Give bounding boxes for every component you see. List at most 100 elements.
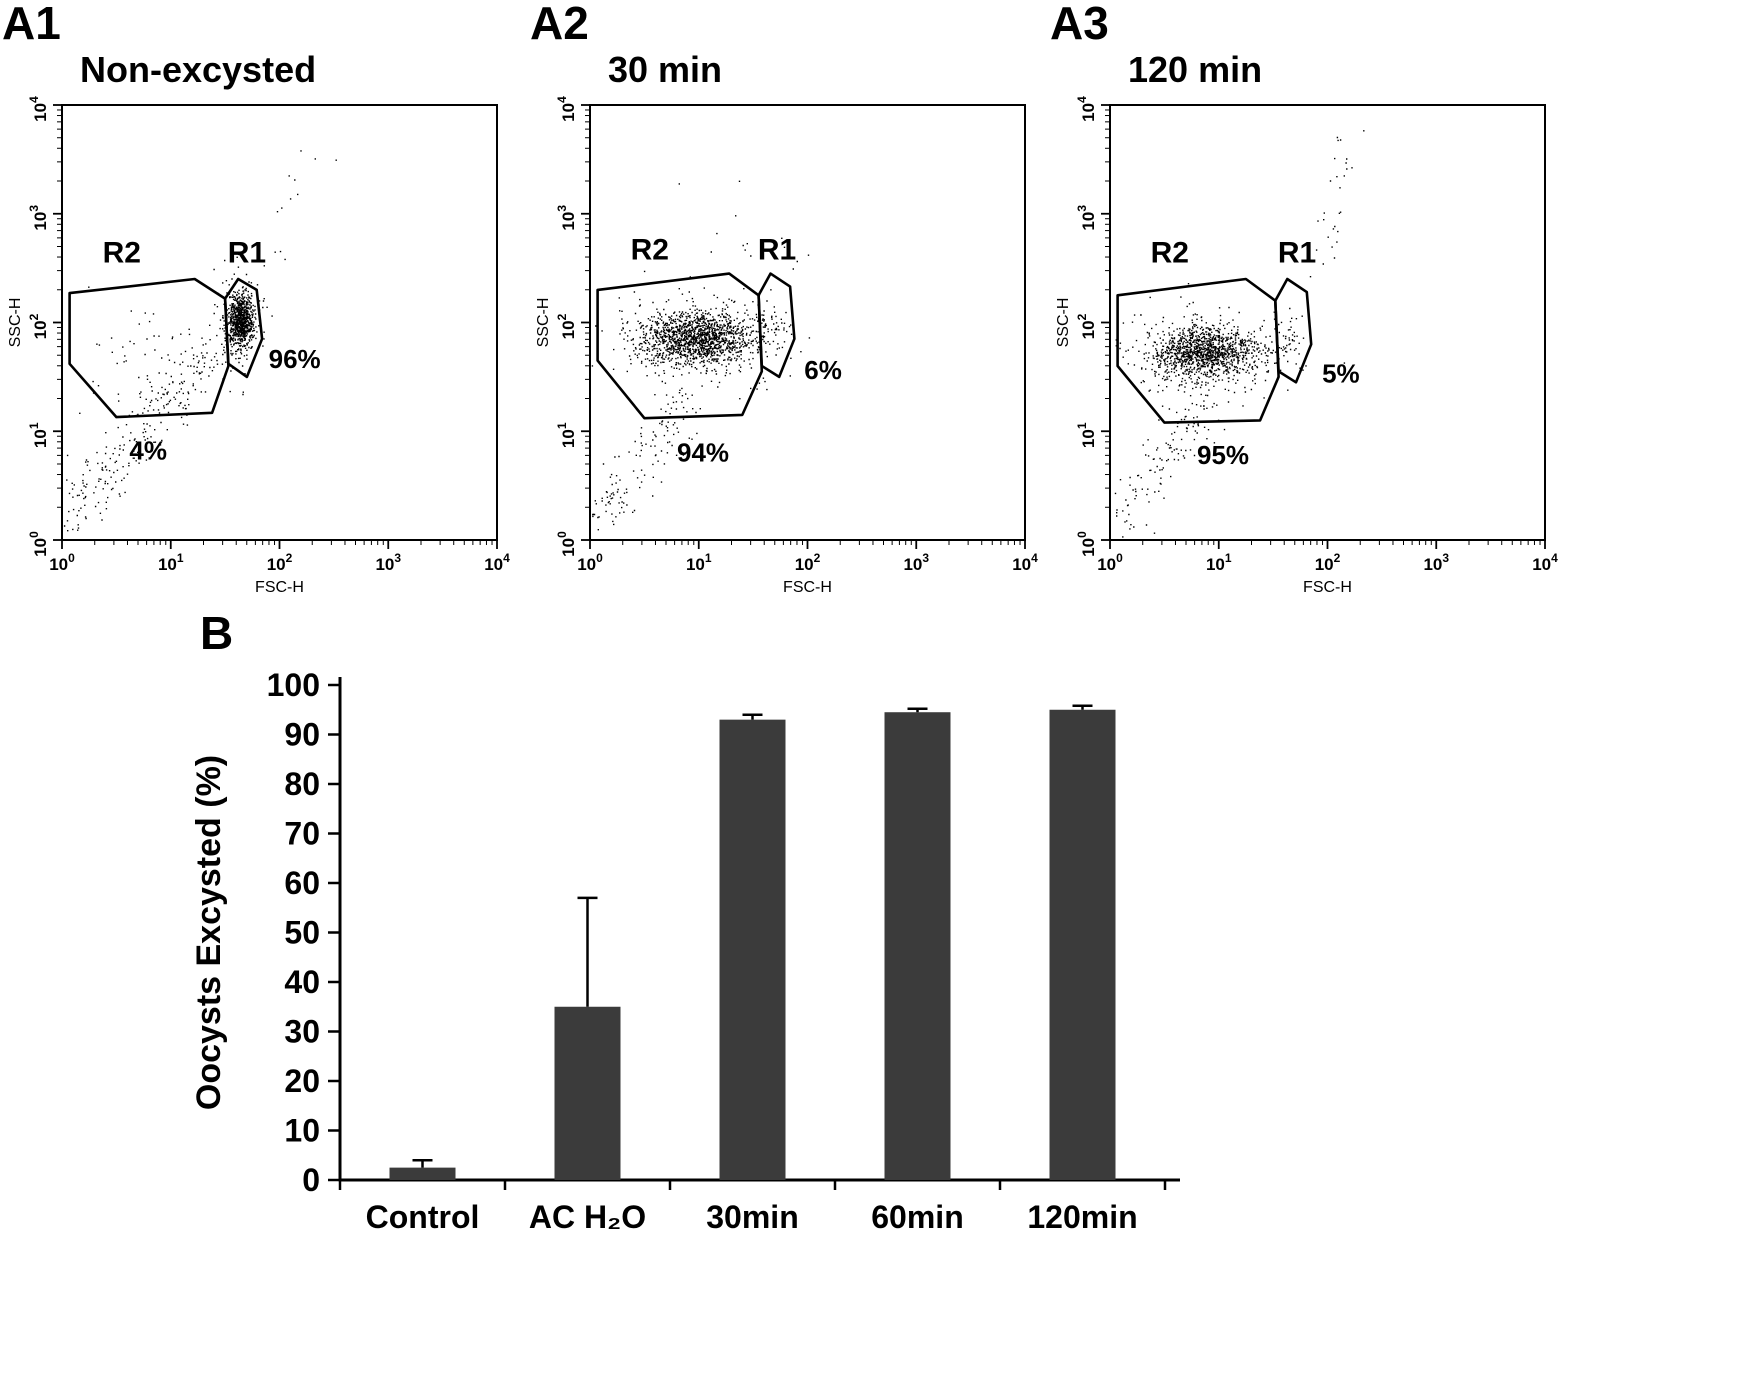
- y-tick-label: 40: [284, 964, 320, 1000]
- y-tick-label: 101: [27, 422, 50, 448]
- panel-title-a2: 30 min: [608, 49, 723, 90]
- gates: R2 94% R1 6%: [596, 233, 842, 468]
- axes: 0 10 20 30 40 50 60 70 80 90 100: [267, 667, 1180, 1198]
- y-tick-label: 50: [284, 915, 320, 951]
- bar-3: [719, 719, 786, 1180]
- y-tick-label: 102: [555, 313, 578, 339]
- x-tick-label: 102: [795, 551, 821, 574]
- y-tick-label: 104: [27, 96, 50, 122]
- y-tick-label: 100: [1075, 531, 1098, 557]
- gate-r2: [68, 277, 230, 419]
- gates: R2 4% R1 96%: [68, 237, 321, 466]
- y-tick-label: 100: [267, 667, 320, 703]
- category-label: Control: [366, 1199, 480, 1235]
- category-label: 30min: [706, 1199, 798, 1235]
- y-tick-label: 103: [27, 205, 50, 231]
- x-tick-label: 103: [1423, 551, 1449, 574]
- panel-label-b: B: [200, 607, 234, 659]
- x-axis-label: FSC-H: [1303, 579, 1352, 596]
- bar-2: [554, 1006, 621, 1180]
- x-tick-label: 104: [484, 551, 510, 574]
- y-tick-label: 70: [284, 816, 320, 852]
- gate-label-r2: R2: [1151, 237, 1189, 270]
- panel-label-a1: A1: [2, 0, 61, 49]
- y-tick-label: 30: [284, 1014, 320, 1050]
- gates: R2 95% R1 5%: [1116, 237, 1360, 470]
- bar-chart: 0 10 20 30 40 50 60 70 80 90 100 Control AC H₂O 30min…: [190, 667, 1180, 1235]
- gate-percent-r1: 96%: [269, 344, 321, 374]
- x-axis-label: FSC-H: [255, 579, 304, 596]
- gate-r2: [1116, 277, 1280, 424]
- gate-r1: [1274, 277, 1313, 384]
- y-tick-label: 100: [27, 531, 50, 557]
- x-tick-label: 101: [1206, 551, 1232, 574]
- x-tick-label: 104: [1532, 551, 1558, 574]
- gate-percent-r2: 4%: [129, 436, 167, 466]
- y-axis-label: SSC-H: [535, 298, 552, 348]
- x-tick-label: 100: [577, 551, 603, 574]
- y-tick-label: 90: [284, 717, 320, 753]
- gate-label-r1: R1: [1278, 237, 1316, 270]
- x-tick-label: 103: [903, 551, 929, 574]
- x-tick-label: 102: [1315, 551, 1341, 574]
- gate-percent-r2: 94%: [677, 438, 729, 468]
- panel-title-a3: 120 min: [1128, 49, 1263, 90]
- y-tick-label: 20: [284, 1063, 320, 1099]
- x-tick-label: 100: [1097, 551, 1123, 574]
- x-tick-label: 101: [686, 551, 712, 574]
- y-axis-label: SSC-H: [1055, 298, 1072, 348]
- y-tick-label: 103: [555, 205, 578, 231]
- panel-a1: A1 Non-excysted 100 100 101 101 102 102 103 103…: [0, 0, 540, 600]
- bar-5: [1049, 709, 1116, 1180]
- x-tick-label: 101: [158, 551, 184, 574]
- y-tick-label: 103: [1075, 205, 1098, 231]
- y-tick-label: 104: [1075, 96, 1098, 122]
- y-tick-label: 102: [27, 313, 50, 339]
- y-axis-label: Oocysts Excysted (%): [190, 755, 228, 1110]
- panel-label-a3: A3: [1050, 0, 1109, 49]
- gate-percent-r2: 95%: [1197, 440, 1249, 470]
- gate-r1: [757, 272, 796, 379]
- gate-r1: [223, 277, 264, 379]
- x-tick-label: 100: [49, 551, 75, 574]
- gate-percent-r1: 6%: [804, 355, 842, 385]
- scatter-points: [1114, 130, 1365, 538]
- bar-4: [884, 712, 951, 1180]
- panel-title-a1: Non-excysted: [80, 49, 317, 90]
- bars: Control AC H₂O 30min 60min 120min: [366, 704, 1138, 1235]
- gate-r2: [596, 272, 764, 420]
- y-tick-label: 101: [1075, 422, 1098, 448]
- y-tick-label: 80: [284, 766, 320, 802]
- y-tick-label: 60: [284, 865, 320, 901]
- plot-frame: [1109, 104, 1546, 541]
- category-label: AC H₂O: [529, 1199, 646, 1235]
- x-axis-label: FSC-H: [783, 579, 832, 596]
- y-tick-label: 102: [1075, 313, 1098, 339]
- x-tick-label: 102: [267, 551, 293, 574]
- panel-a3: A3 120 min 100 100 101 101 102 102 103 103 104 10…: [1048, 0, 1588, 600]
- y-axis-label: SSC-H: [7, 298, 24, 348]
- y-tick-label: 10: [284, 1113, 320, 1149]
- panel-label-a2: A2: [530, 0, 589, 49]
- gate-label-r1: R1: [228, 237, 266, 270]
- bar-1: [389, 1167, 456, 1180]
- gate-label-r2: R2: [631, 233, 669, 266]
- scatter-points: [591, 180, 811, 531]
- gate-label-r1: R1: [758, 233, 796, 266]
- y-tick-label: 0: [302, 1162, 320, 1198]
- x-tick-label: 103: [375, 551, 401, 574]
- y-tick-label: 100: [555, 531, 578, 557]
- panel-a2: A2 30 min 100 100 101 101 102 102 103 103 104 104…: [528, 0, 1068, 600]
- gate-percent-r1: 5%: [1322, 358, 1360, 388]
- y-tick-label: 104: [555, 96, 578, 122]
- gate-label-r2: R2: [103, 237, 141, 270]
- scatter-points: [63, 150, 337, 532]
- y-tick-label: 101: [555, 422, 578, 448]
